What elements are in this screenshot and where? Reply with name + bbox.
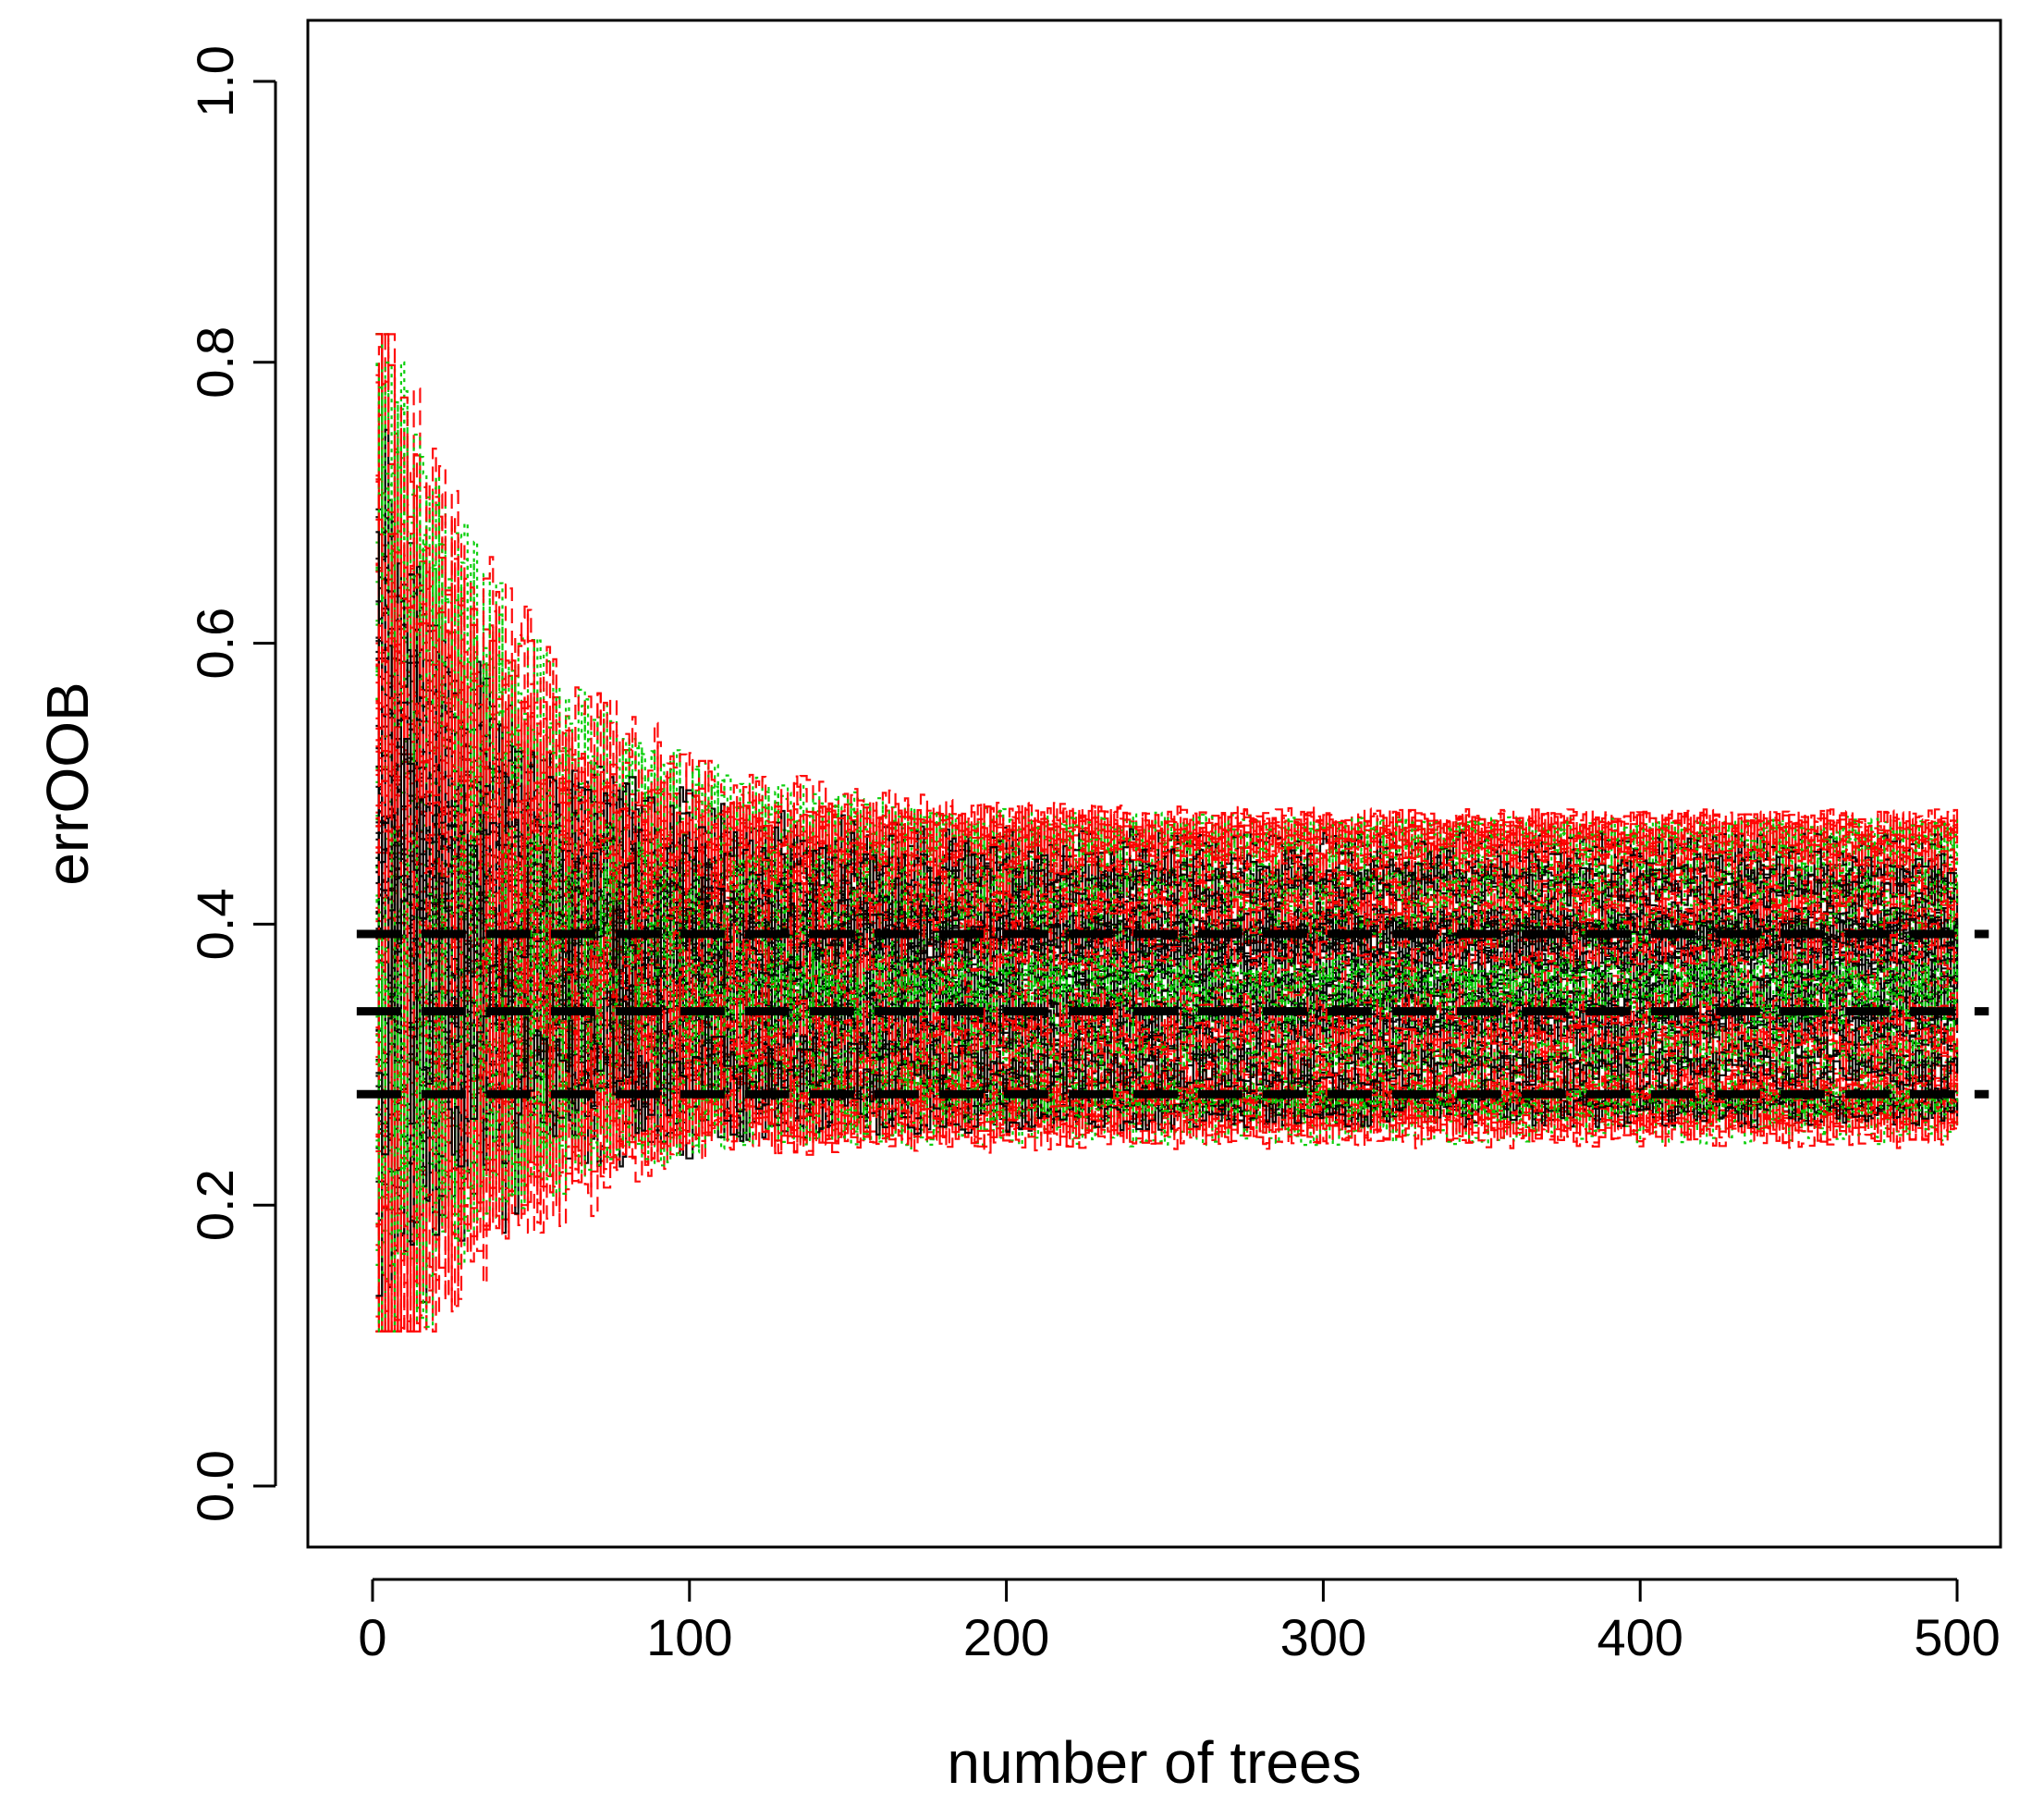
series-line-green	[375, 362, 1957, 868]
series-line-green	[375, 799, 1959, 1204]
series-line-green	[375, 620, 1959, 1056]
x-tick-label: 200	[963, 1608, 1049, 1666]
reference-lines	[356, 929, 1989, 1099]
series-line-black	[375, 606, 1957, 996]
series-line-black	[375, 798, 1959, 1168]
series-line-green	[375, 932, 1959, 1333]
y-tick-label: 0.0	[186, 1450, 244, 1522]
y-tick-label: 1.0	[186, 45, 244, 117]
series-line-green	[375, 685, 1959, 1079]
series-layer	[375, 333, 1959, 1333]
series-line-black	[375, 738, 1957, 1086]
series-line-red	[375, 333, 1959, 855]
series-line-green	[375, 817, 1959, 1199]
series-line-red	[375, 564, 1959, 932]
series-line-green	[375, 463, 1959, 1149]
series-line-red	[375, 518, 1957, 998]
y-axis-title: errOOB	[34, 682, 101, 885]
y-axis: 0.0 0.2 0.4 0.6 0.8 1.0	[186, 45, 277, 1522]
series-line-red	[375, 960, 1957, 1333]
x-tick-label: 100	[646, 1608, 732, 1666]
series-line-green	[375, 916, 1957, 1277]
series-line-red	[375, 663, 1957, 1120]
x-tick-label: 300	[1280, 1608, 1366, 1666]
plot-frame	[306, 18, 2002, 1549]
series-line-green	[375, 333, 1959, 885]
series-line-red	[375, 533, 1959, 942]
series-line-black	[375, 531, 1957, 980]
series-line-red	[375, 346, 1957, 1002]
series-line-green	[375, 333, 1959, 995]
y-tick-label: 0.6	[186, 608, 244, 680]
series-line-red	[375, 363, 1959, 1124]
x-tick-label: 500	[1914, 1608, 2000, 1666]
x-tick-label: 400	[1597, 1608, 1683, 1666]
series-line-red	[375, 413, 1959, 1071]
x-axis: 0 100 200 300 400 500	[358, 1578, 2001, 1666]
y-tick-label: 0.2	[186, 1169, 244, 1241]
y-tick-label: 0.8	[186, 326, 244, 399]
series-line-red	[375, 601, 1957, 901]
y-tick-label: 0.4	[186, 888, 244, 960]
series-line-red	[375, 805, 1957, 1247]
series-line-red	[375, 622, 1957, 1000]
x-axis-title: number of trees	[947, 1729, 1361, 1796]
series-line-green	[375, 812, 1957, 1158]
series-line-green	[375, 466, 1957, 883]
x-tick-label: 0	[358, 1608, 386, 1666]
